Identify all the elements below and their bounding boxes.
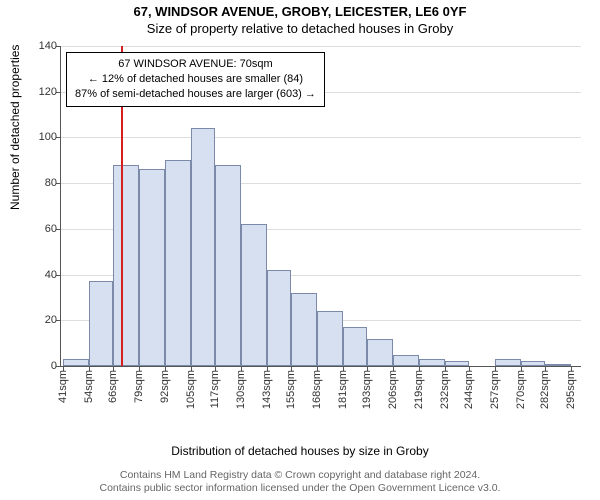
xtick-label: 130sqm [235,370,247,409]
histogram-bar [215,165,241,366]
histogram-bar [191,128,215,366]
histogram-bar [89,281,113,366]
annotation-box: 67 WINDSOR AVENUE: 70sqm ← 12% of detach… [66,52,325,107]
histogram-bar [165,160,191,366]
xtick-label: 270sqm [515,370,527,409]
histogram-bar [393,355,419,366]
xtick-label: 232sqm [439,370,451,409]
ytick-label: 80 [17,177,57,189]
xtick-label: 193sqm [361,370,373,409]
xtick-label: 143sqm [261,370,273,409]
histogram-bar [139,169,165,366]
footer-line-1: Contains HM Land Registry data © Crown c… [0,469,600,483]
histogram-bar [445,361,469,366]
xtick-label: 79sqm [133,370,145,403]
histogram-bar [419,359,445,366]
histogram-bar [63,359,89,366]
xtick-label: 92sqm [159,370,171,403]
xtick-label: 219sqm [413,370,425,409]
xtick-label: 206sqm [387,370,399,409]
histogram-bar [267,270,291,366]
histogram-bar [367,339,393,366]
annotation-line-1: 67 WINDSOR AVENUE: 70sqm [75,57,316,72]
histogram-bar [545,364,571,366]
histogram-bar [317,311,343,366]
xtick-label: 257sqm [489,370,501,409]
histogram-bar [241,224,267,366]
histogram-bar [343,327,367,366]
gridline [61,46,581,47]
xtick-label: 282sqm [539,370,551,409]
histogram-bar [113,165,139,366]
ytick-label: 20 [17,314,57,326]
xtick-label: 41sqm [57,370,69,403]
histogram-bar [495,359,521,366]
x-axis-label: Distribution of detached houses by size … [0,444,600,458]
histogram-bar [521,361,545,366]
xtick-label: 295sqm [565,370,577,409]
xtick-label: 66sqm [107,370,119,403]
ytick-label: 60 [17,223,57,235]
ytick-label: 140 [17,40,57,52]
xtick-label: 168sqm [311,370,323,409]
ytick-label: 40 [17,269,57,281]
histogram-bar [291,293,317,366]
ytick-label: 0 [17,360,57,372]
xtick-label: 244sqm [463,370,475,409]
xtick-label: 181sqm [337,370,349,409]
footer-line-2: Contains public sector information licen… [0,482,600,496]
page-subtitle: Size of property relative to detached ho… [0,19,600,36]
xtick-label: 105sqm [185,370,197,409]
page-title: 67, WINDSOR AVENUE, GROBY, LEICESTER, LE… [0,0,600,19]
xtick-label: 155sqm [285,370,297,409]
ytick-label: 100 [17,131,57,143]
xtick-label: 54sqm [83,370,95,403]
footer-attribution: Contains HM Land Registry data © Crown c… [0,469,600,496]
annotation-line-3: 87% of semi-detached houses are larger (… [75,87,316,102]
xtick-label: 117sqm [209,370,221,408]
gridline [61,137,581,138]
annotation-line-2: ← 12% of detached houses are smaller (84… [75,72,316,87]
ytick-label: 120 [17,86,57,98]
